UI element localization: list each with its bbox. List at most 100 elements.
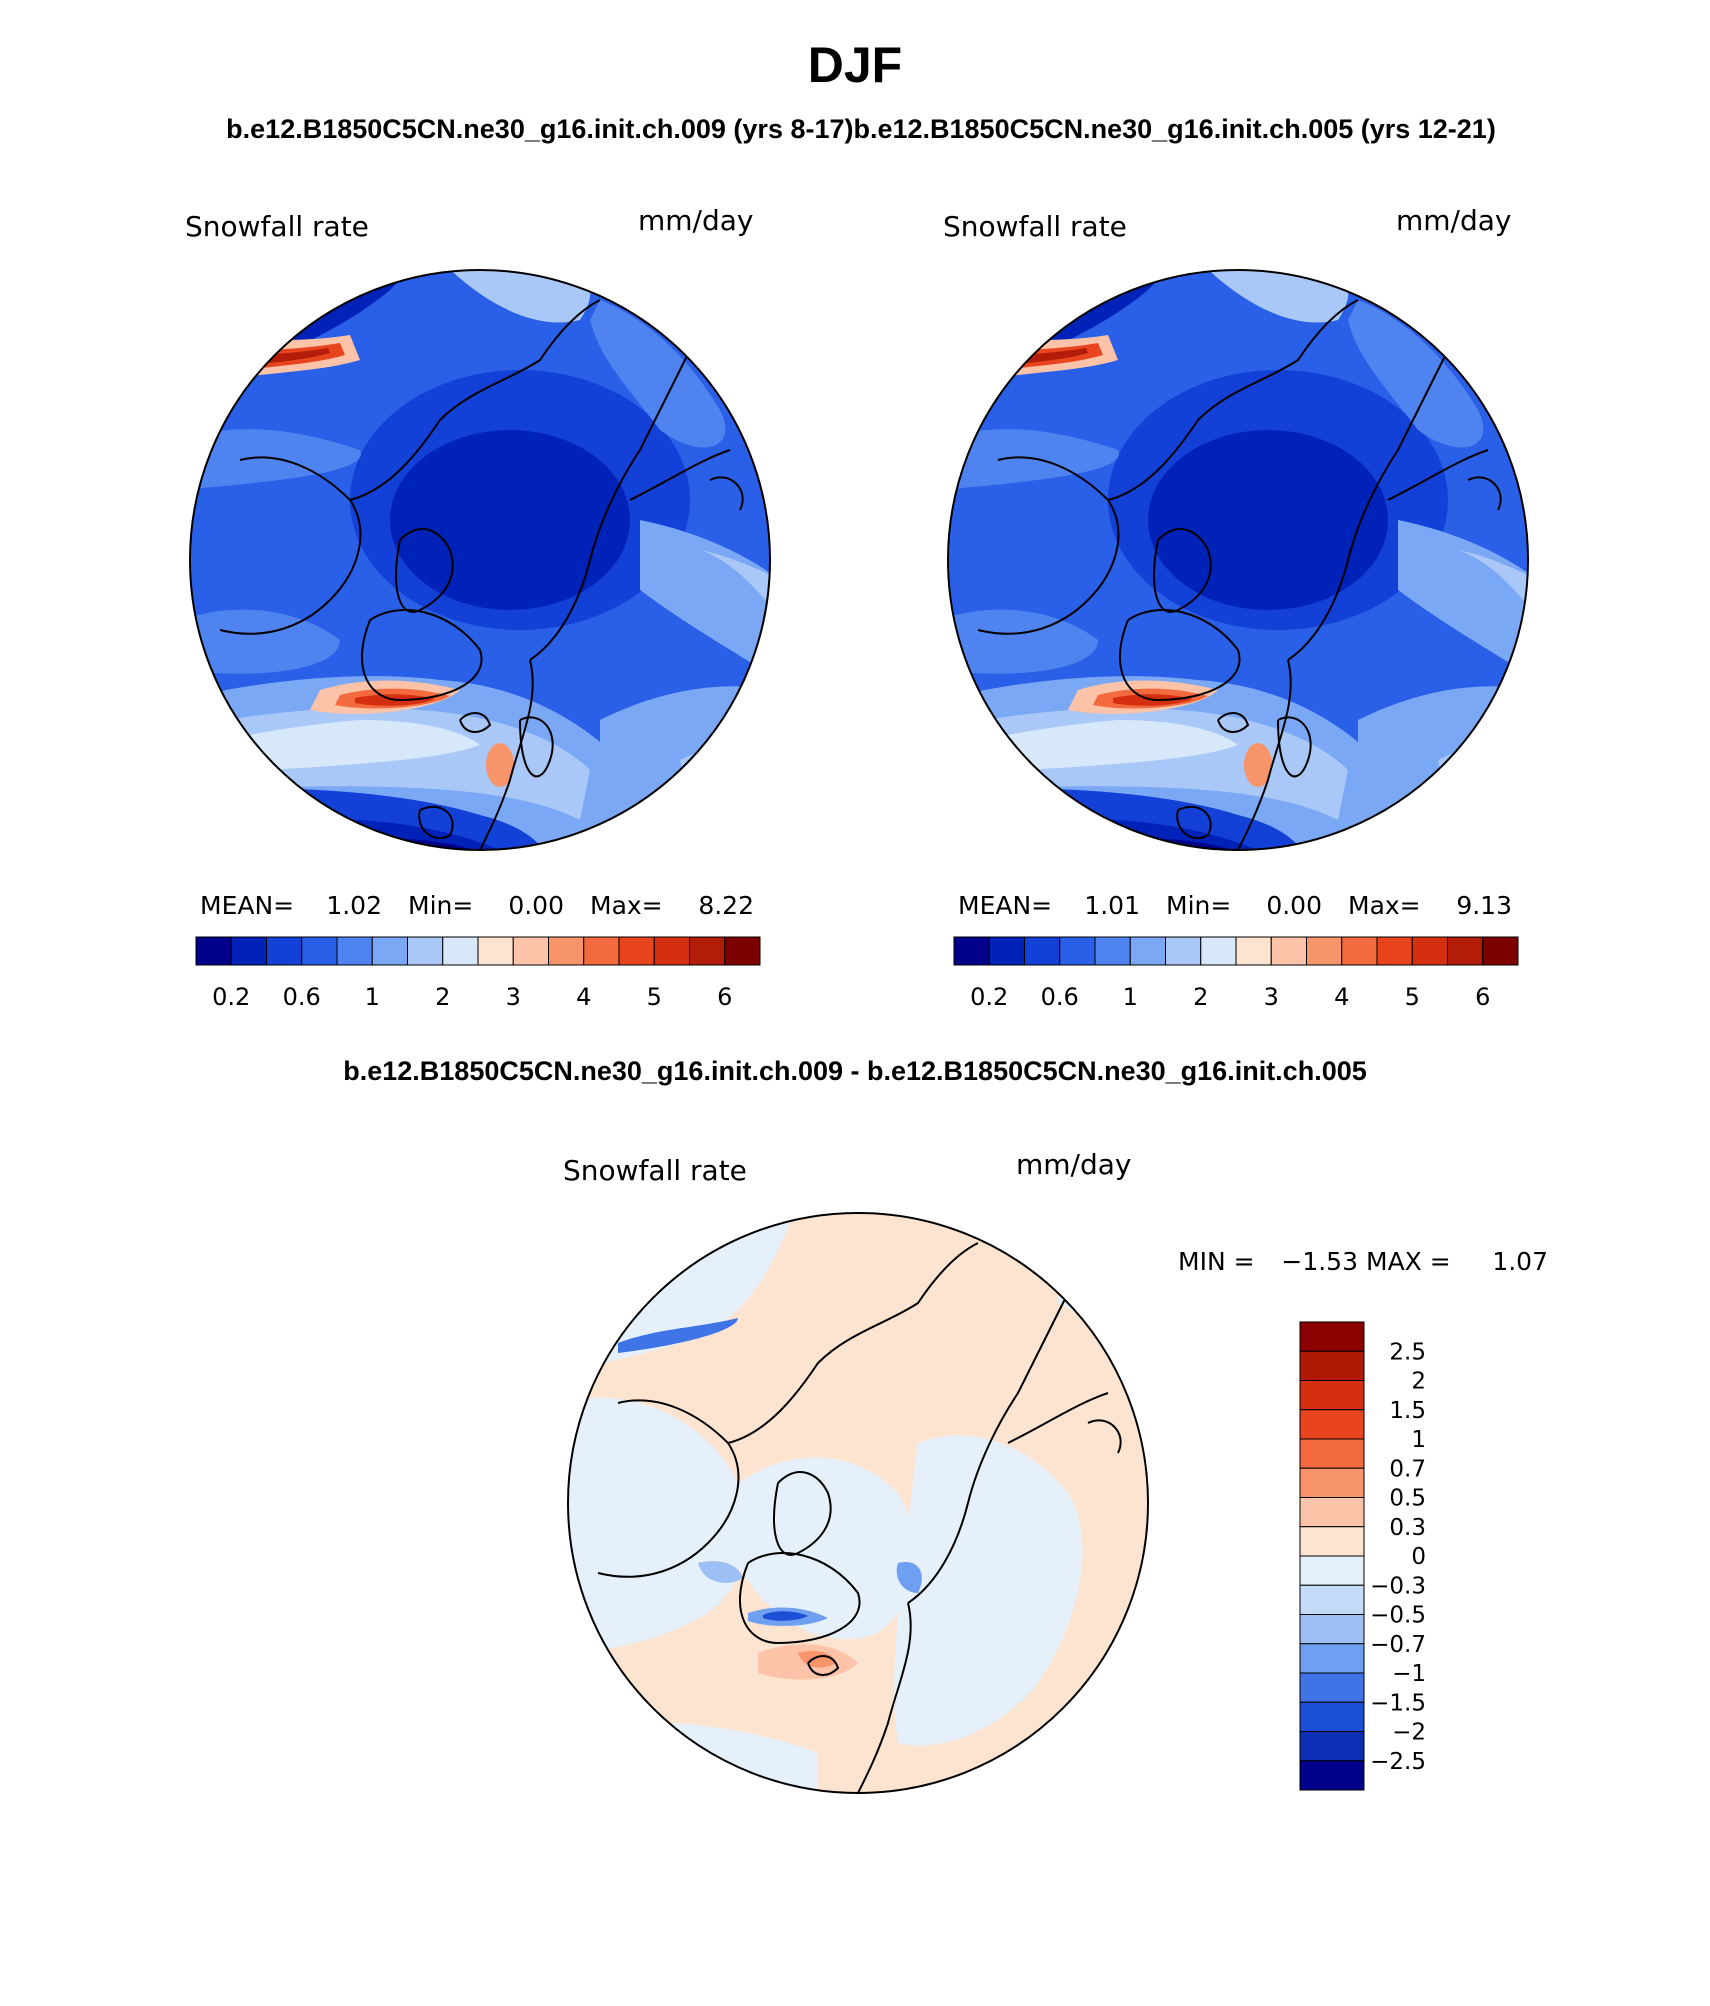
panel-b-colorbar-swatch-4: [1094, 936, 1131, 966]
panel-b-colorbar-swatch-1: [988, 936, 1025, 966]
panel-b-colorbar-swatch-12: [1376, 936, 1413, 966]
diff-map: [568, 1213, 1148, 1793]
panel-a-mean: 1.02: [326, 891, 382, 920]
diff-colorbar-swatch-15: [1299, 1760, 1365, 1791]
panel-b-mean: 1.01: [1084, 891, 1140, 920]
diff-colorbar-tick-4: 0.7: [1389, 1456, 1426, 1482]
panel-b-colorbar-tick-1: 0.6: [1041, 983, 1079, 1011]
diff-colorbar-swatch-7: [1299, 1526, 1365, 1557]
panel-case-009: Snowfall rate mm/day MEAN= 1.02 Min= 0.0…: [185, 204, 771, 1011]
panel-b-colorbar-swatch-13: [1411, 936, 1448, 966]
panel-a-colorbar-swatch-15: [724, 936, 761, 966]
panel-b-max-label: Max=: [1348, 891, 1421, 920]
diff-colorbar-swatch-11: [1299, 1643, 1365, 1674]
panel-a-colorbar-swatch-14: [689, 936, 726, 966]
panel-a-colorbar-tick-5: 4: [576, 983, 591, 1011]
panel-a-colorbar-swatch-11: [583, 936, 620, 966]
panel-a-colorbar-tick-3: 2: [435, 983, 450, 1011]
diff-colorbar-swatch-5: [1299, 1467, 1365, 1498]
panel-b-colorbar-swatch-6: [1165, 936, 1202, 966]
diff-colorbar-swatch-10: [1299, 1614, 1365, 1645]
panel-b-colorbar-swatch-14: [1447, 936, 1484, 966]
panel-a-colorbar-swatch-4: [336, 936, 373, 966]
panel-b-variable: Snowfall rate: [943, 210, 1127, 243]
panel-a-max: 8.22: [698, 891, 754, 920]
panel-b-colorbar-tick-7: 6: [1475, 983, 1490, 1011]
panel-a-colorbar-tick-4: 3: [506, 983, 521, 1011]
panel-b-colorbar-swatch-2: [1024, 936, 1061, 966]
panel-b-max: 9.13: [1456, 891, 1512, 920]
diff-colorbar: 2.5 2 1.5 1 0.7 0.5 0.3 0 −0.3 −0.5 −0.7 −1 −1.5 −2 −2…: [1299, 1321, 1426, 1791]
panel-b-colorbar-tick-6: 5: [1405, 983, 1420, 1011]
diff-colorbar-swatch-1: [1299, 1350, 1365, 1381]
panel-b-colorbar-swatch-8: [1235, 936, 1272, 966]
diff-colorbar-swatch-0: [1299, 1321, 1365, 1352]
diff-colorbar-swatch-6: [1299, 1497, 1365, 1528]
panel-a-colorbar-swatch-8: [477, 936, 514, 966]
panel-b-map: [948, 270, 1528, 850]
panel-b-min: 0.00: [1266, 891, 1322, 920]
diff-colorbar-tick-7: 0: [1411, 1544, 1426, 1570]
diff-colorbar-tick-10: −0.7: [1370, 1632, 1426, 1658]
diff-colorbar-tick-12: −1.5: [1370, 1690, 1426, 1716]
panel-a-map: [190, 270, 770, 850]
diff-colorbar-tick-1: 2: [1411, 1369, 1426, 1395]
panel-a-colorbar: 0.2 0.6 1 2 3 4 5 6: [195, 936, 761, 1011]
panel-case-005: Snowfall rate mm/day MEAN= 1.01 Min= 0.0…: [943, 204, 1529, 1011]
diff-colorbar-swatch-8: [1299, 1555, 1365, 1586]
panel-b-colorbar-swatch-11: [1341, 936, 1378, 966]
panel-b-colorbar-swatch-0: [953, 936, 990, 966]
panel-b-colorbar-swatch-7: [1200, 936, 1237, 966]
diff-colorbar-tick-2: 1.5: [1389, 1398, 1426, 1424]
panel-b-colorbar-tick-2: 1: [1123, 983, 1138, 1011]
panel-a-colorbar-swatch-13: [653, 936, 690, 966]
diff-header: b.e12.B1850C5CN.ne30_g16.init.ch.009 - b…: [343, 1056, 1367, 1086]
panel-b-colorbar-tick-3: 2: [1193, 983, 1208, 1011]
panel-a-colorbar-swatch-9: [512, 936, 549, 966]
panel-a-colorbar-swatch-12: [618, 936, 655, 966]
figure-title: DJF: [808, 37, 902, 93]
case-header: b.e12.B1850C5CN.ne30_g16.init.ch.009 (yr…: [226, 114, 1496, 144]
panel-b-colorbar-swatch-3: [1059, 936, 1096, 966]
diff-colorbar-tick-9: −0.5: [1370, 1603, 1426, 1629]
diff-colorbar-tick-3: 1: [1411, 1427, 1426, 1453]
diff-colorbar-swatch-3: [1299, 1409, 1365, 1440]
panel-a-colorbar-swatch-2: [266, 936, 303, 966]
panel-a-mean-label: MEAN=: [200, 891, 294, 920]
diff-min: −1.53: [1281, 1247, 1358, 1276]
diff-colorbar-tick-0: 2.5: [1389, 1339, 1426, 1365]
panel-a-colorbar-swatch-0: [195, 936, 232, 966]
diff-colorbar-swatch-9: [1299, 1584, 1365, 1615]
panel-a-colorbar-swatch-1: [230, 936, 267, 966]
panel-b-colorbar-tick-5: 4: [1334, 983, 1349, 1011]
panel-b-colorbar-swatch-15: [1482, 936, 1519, 966]
panel-a-variable: Snowfall rate: [185, 210, 369, 243]
diff-colorbar-tick-13: −2: [1392, 1720, 1426, 1746]
diff-min-label: MIN =: [1178, 1247, 1255, 1276]
diff-colorbar-swatch-4: [1299, 1438, 1365, 1469]
diff-max-label: MAX =: [1366, 1247, 1451, 1276]
panel-b-colorbar-tick-0: 0.2: [970, 983, 1008, 1011]
panel-a-min-label: Min=: [408, 891, 473, 920]
panel-difference: Snowfall rate mm/day MIN = −1.53 MAX = 1…: [563, 1148, 1548, 1794]
diff-units: mm/day: [1016, 1148, 1132, 1181]
panel-b-colorbar-tick-4: 3: [1264, 983, 1279, 1011]
panel-a-colorbar-tick-0: 0.2: [212, 983, 250, 1011]
panel-b-colorbar-swatch-9: [1270, 936, 1307, 966]
panel-a-colorbar-tick-6: 5: [647, 983, 662, 1011]
panel-b-units: mm/day: [1396, 204, 1512, 237]
panel-a-units: mm/day: [638, 204, 754, 237]
panel-a-min: 0.00: [508, 891, 564, 920]
diff-colorbar-tick-5: 0.5: [1389, 1486, 1426, 1512]
diff-max: 1.07: [1492, 1247, 1548, 1276]
panel-a-max-label: Max=: [590, 891, 663, 920]
panel-b-min-label: Min=: [1166, 891, 1231, 920]
panel-a-colorbar-swatch-10: [548, 936, 585, 966]
diff-variable: Snowfall rate: [563, 1154, 747, 1187]
panel-a-colorbar-tick-2: 1: [365, 983, 380, 1011]
diff-colorbar-swatch-13: [1299, 1701, 1365, 1732]
diff-colorbar-swatch-12: [1299, 1672, 1365, 1703]
panel-a-colorbar-swatch-5: [371, 936, 408, 966]
diff-colorbar-tick-14: −2.5: [1370, 1749, 1426, 1775]
